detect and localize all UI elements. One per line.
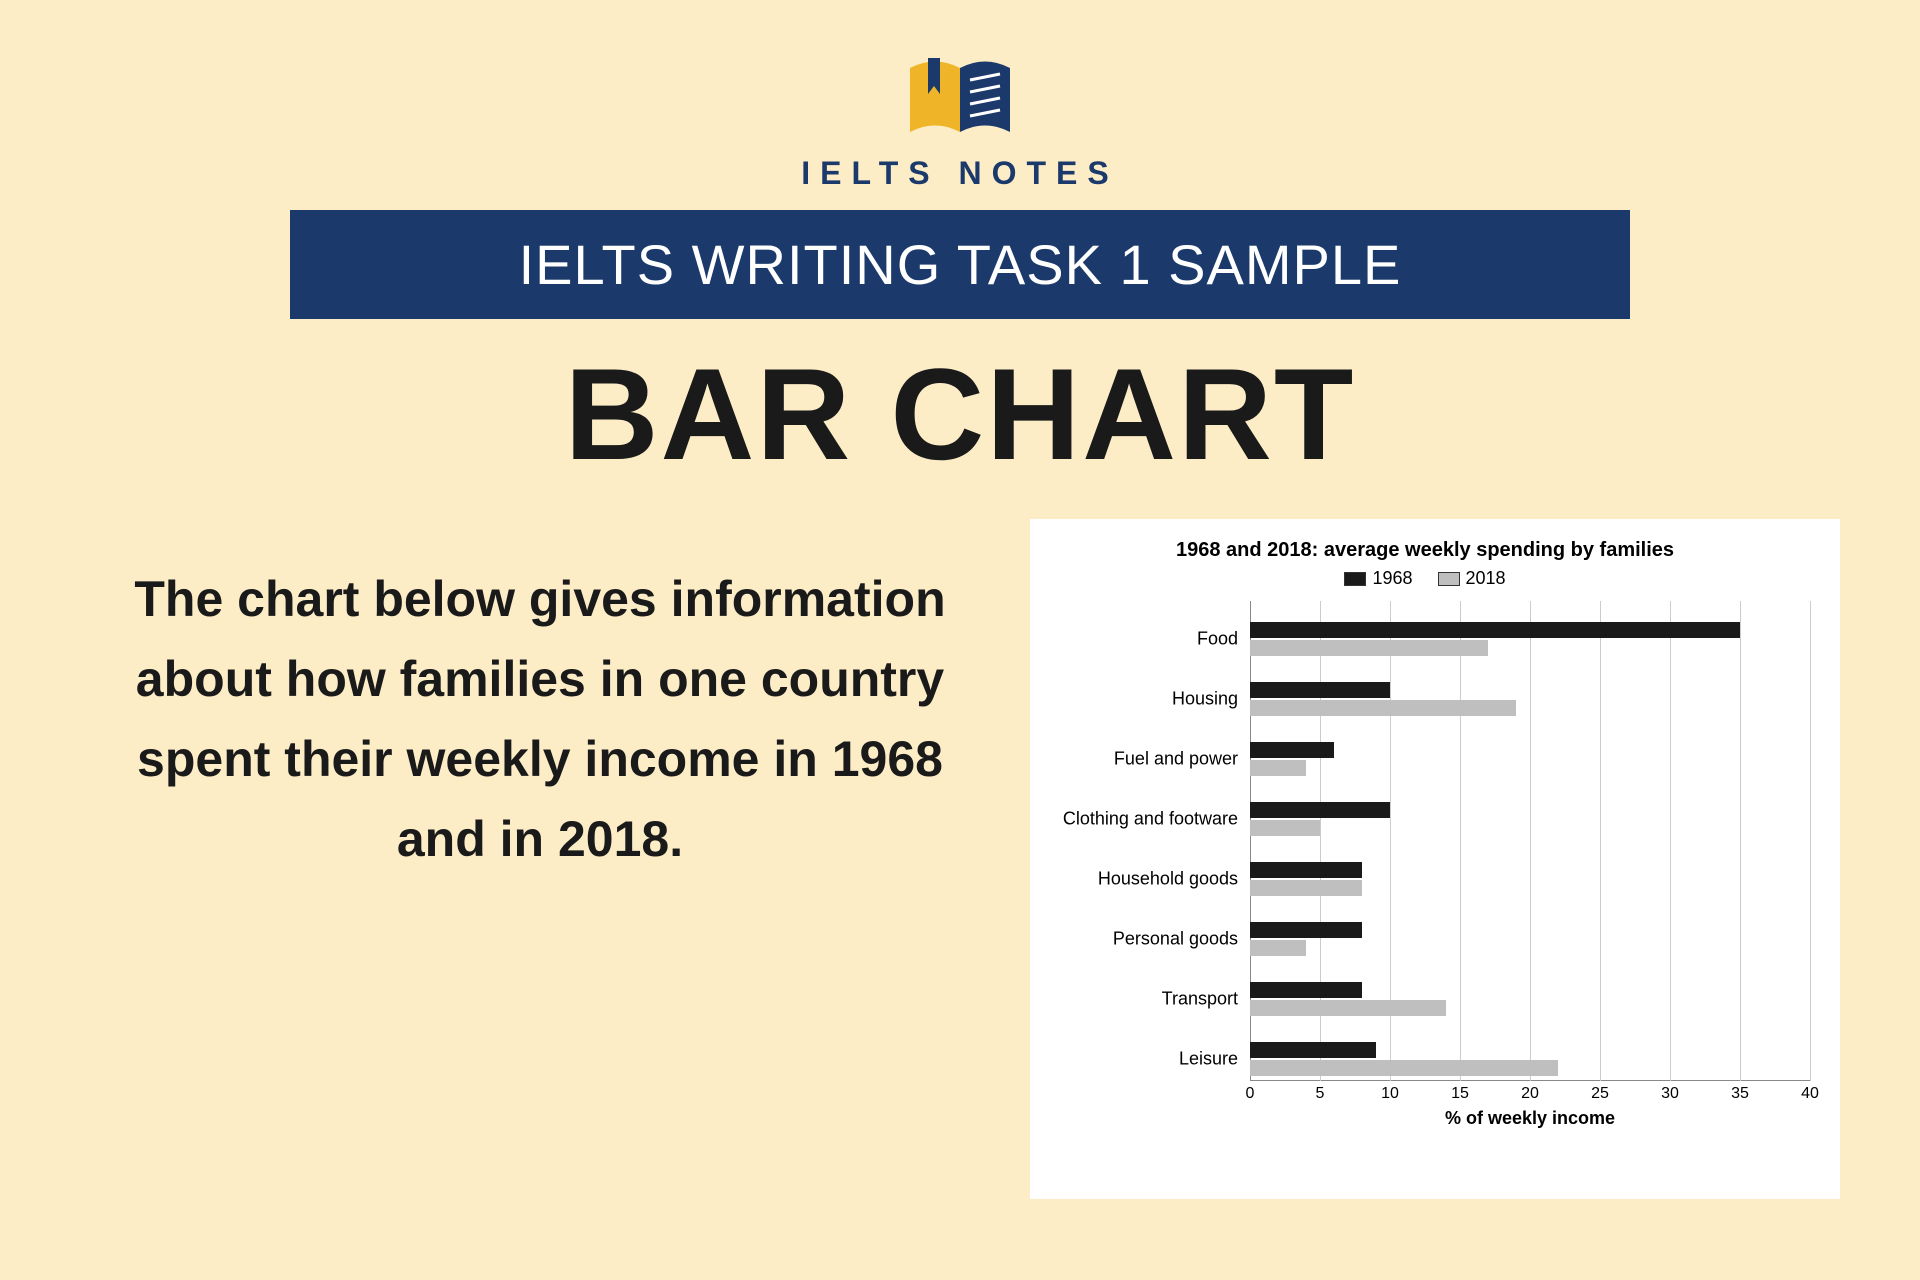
chart-description: The chart below gives information about … xyxy=(90,519,990,879)
chart-plot-area: % of weekly income 0510152025303540FoodH… xyxy=(1250,601,1810,1121)
gridline xyxy=(1670,601,1671,1081)
x-tick-label: 5 xyxy=(1316,1085,1325,1103)
bar xyxy=(1250,742,1334,758)
x-tick-label: 20 xyxy=(1521,1085,1539,1103)
bar xyxy=(1250,1060,1558,1076)
bar xyxy=(1250,802,1390,818)
chart-legend: 1968 2018 xyxy=(1040,568,1810,591)
bar xyxy=(1250,700,1516,716)
bar xyxy=(1250,1042,1376,1058)
x-tick-label: 30 xyxy=(1661,1085,1679,1103)
bar xyxy=(1250,760,1306,776)
bar xyxy=(1250,1000,1446,1016)
bar xyxy=(1250,640,1488,656)
category-label: Household goods xyxy=(1098,868,1250,889)
category-label: Personal goods xyxy=(1113,928,1250,949)
category-label: Food xyxy=(1197,628,1250,649)
legend-label-1968: 1968 xyxy=(1372,568,1412,589)
bar xyxy=(1250,682,1390,698)
legend-label-2018: 2018 xyxy=(1466,568,1506,589)
category-label: Fuel and power xyxy=(1114,748,1250,769)
legend-swatch-2018 xyxy=(1438,572,1460,586)
x-tick-label: 25 xyxy=(1591,1085,1609,1103)
x-tick-label: 40 xyxy=(1801,1085,1819,1103)
legend-item-1968: 1968 xyxy=(1344,568,1412,589)
gridline xyxy=(1600,601,1601,1081)
category-label: Leisure xyxy=(1179,1048,1250,1069)
banner-title: IELTS WRITING TASK 1 SAMPLE xyxy=(290,210,1630,319)
x-tick-label: 15 xyxy=(1451,1085,1469,1103)
category-label: Transport xyxy=(1162,988,1250,1009)
bar xyxy=(1250,862,1362,878)
chart-title: 1968 and 2018: average weekly spending b… xyxy=(1040,539,1810,562)
brand-text: IELTS NOTES xyxy=(0,155,1920,192)
header-logo-block: IELTS NOTES xyxy=(0,0,1920,192)
content-row: The chart below gives information about … xyxy=(0,519,1920,1199)
bar xyxy=(1250,940,1306,956)
gridline xyxy=(1740,601,1741,1081)
gridline xyxy=(1810,601,1811,1081)
x-axis-title: % of weekly income xyxy=(1445,1108,1615,1129)
gridline xyxy=(1460,601,1461,1081)
x-tick-label: 0 xyxy=(1246,1085,1255,1103)
legend-item-2018: 2018 xyxy=(1438,568,1506,589)
bar xyxy=(1250,820,1320,836)
book-icon xyxy=(900,50,1020,145)
gridline xyxy=(1530,601,1531,1081)
bar xyxy=(1250,982,1362,998)
bar xyxy=(1250,922,1362,938)
category-label: Housing xyxy=(1172,688,1250,709)
bar xyxy=(1250,880,1362,896)
x-tick-label: 35 xyxy=(1731,1085,1749,1103)
legend-swatch-1968 xyxy=(1344,572,1366,586)
category-label: Clothing and footware xyxy=(1063,808,1250,829)
chart-card: 1968 and 2018: average weekly spending b… xyxy=(1030,519,1840,1199)
main-title: BAR CHART xyxy=(0,339,1920,489)
x-tick-label: 10 xyxy=(1381,1085,1399,1103)
bar xyxy=(1250,622,1740,638)
